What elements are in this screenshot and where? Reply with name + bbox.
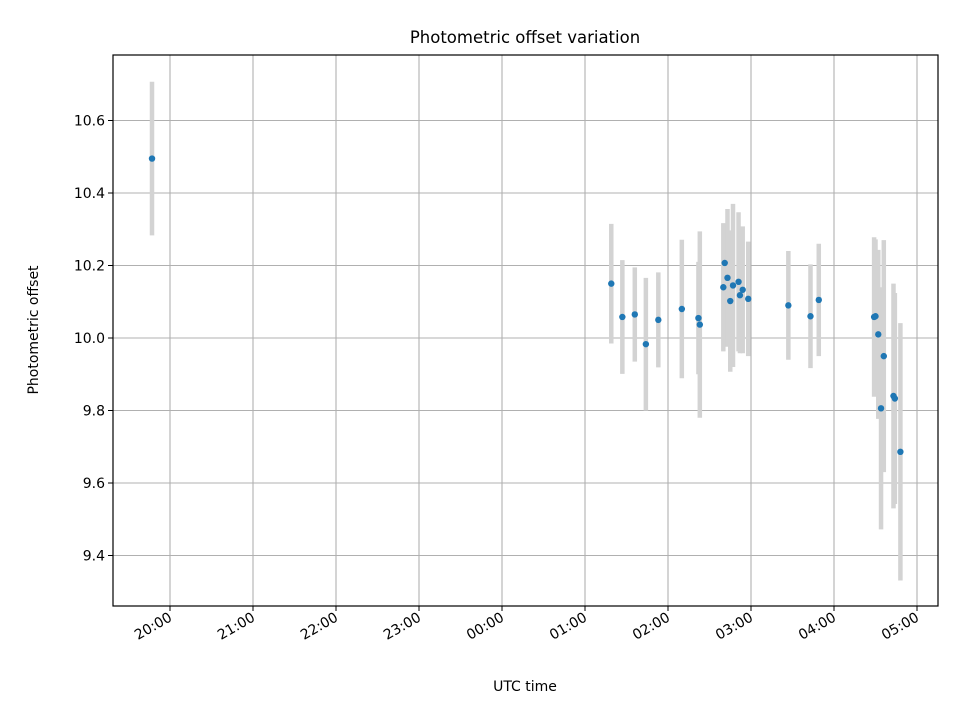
grid (113, 55, 938, 606)
data-point (880, 352, 887, 360)
y-axis-label: Photometric offset (26, 265, 42, 395)
data-point (724, 274, 731, 282)
data-point (642, 340, 650, 348)
y-tick-label: 10.2 (74, 259, 105, 275)
data-point (720, 284, 727, 291)
y-tick-label: 9.6 (83, 476, 105, 492)
y-tick-label: 9.4 (83, 549, 105, 565)
data-point (875, 331, 882, 338)
y-tick-label: 10.4 (74, 186, 105, 202)
data-point (721, 259, 728, 267)
data-point (619, 313, 626, 321)
data-point (877, 405, 885, 412)
data-point (872, 313, 879, 320)
data-point (608, 280, 615, 287)
data-point (739, 286, 746, 293)
data-point (807, 313, 814, 320)
data-point (695, 314, 702, 322)
data-point (785, 302, 792, 309)
data-point (729, 282, 737, 289)
data-point (727, 297, 734, 305)
data-points (148, 155, 904, 456)
data-point (631, 311, 638, 318)
data-point (891, 395, 899, 402)
chart-title: Photometric offset variation (410, 28, 640, 47)
y-tick-label: 10.0 (74, 331, 105, 347)
y-tick-label: 10.6 (74, 114, 105, 130)
x-axis-label: UTC time (493, 679, 557, 695)
data-point (745, 295, 752, 303)
data-point (815, 296, 822, 304)
y-tick-label: 9.8 (83, 404, 105, 420)
y-axis: 9.4 9.6 9.8 10.0 10.2 10.4 10.6 (74, 114, 113, 565)
data-point (148, 155, 156, 162)
data-point (655, 316, 662, 324)
data-point (678, 305, 686, 313)
plot-frame (112, 54, 939, 607)
data-point (696, 321, 704, 328)
data-point (736, 292, 744, 299)
data-point (897, 448, 904, 456)
data-point (735, 278, 742, 286)
